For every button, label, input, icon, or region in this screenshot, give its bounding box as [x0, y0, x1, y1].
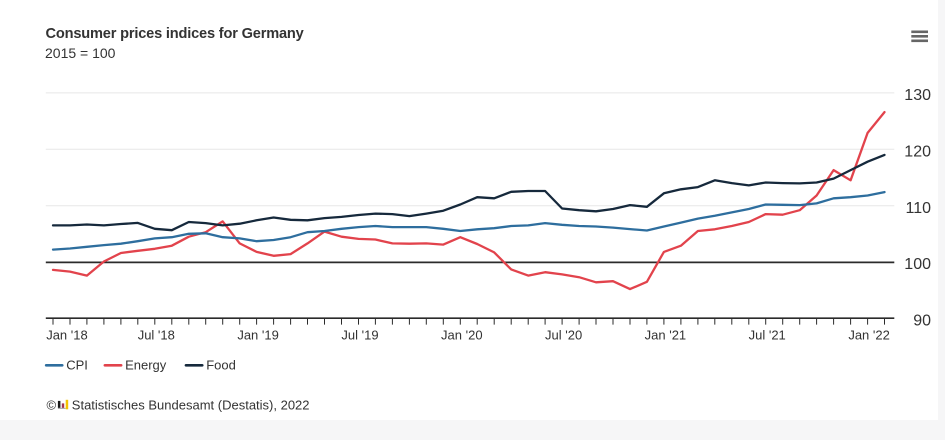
svg-text:110: 110 [905, 200, 931, 217]
svg-text:Jan '20: Jan '20 [441, 328, 483, 343]
svg-text:©: © [47, 397, 57, 412]
svg-text:100: 100 [904, 256, 931, 273]
svg-text:CPI: CPI [66, 357, 88, 372]
svg-text:Jul '18: Jul '18 [138, 328, 175, 343]
svg-text:120: 120 [904, 143, 931, 160]
svg-text:Jan '21: Jan '21 [645, 328, 687, 343]
svg-text:Jan '22: Jan '22 [848, 328, 890, 343]
svg-text:90: 90 [913, 313, 931, 330]
svg-text:Jul '19: Jul '19 [341, 328, 378, 343]
svg-text:Statistisches Bundesamt (Desta: Statistisches Bundesamt (Destatis), 2022 [72, 397, 310, 412]
svg-text:Jul '20: Jul '20 [545, 328, 582, 343]
svg-text:Food: Food [206, 357, 236, 372]
svg-text:Energy: Energy [125, 357, 167, 372]
svg-text:130: 130 [904, 87, 931, 104]
svg-text:Jul '21: Jul '21 [749, 328, 786, 343]
svg-text:Jan '19: Jan '19 [237, 328, 279, 343]
svg-text:Jan '18: Jan '18 [46, 328, 88, 343]
